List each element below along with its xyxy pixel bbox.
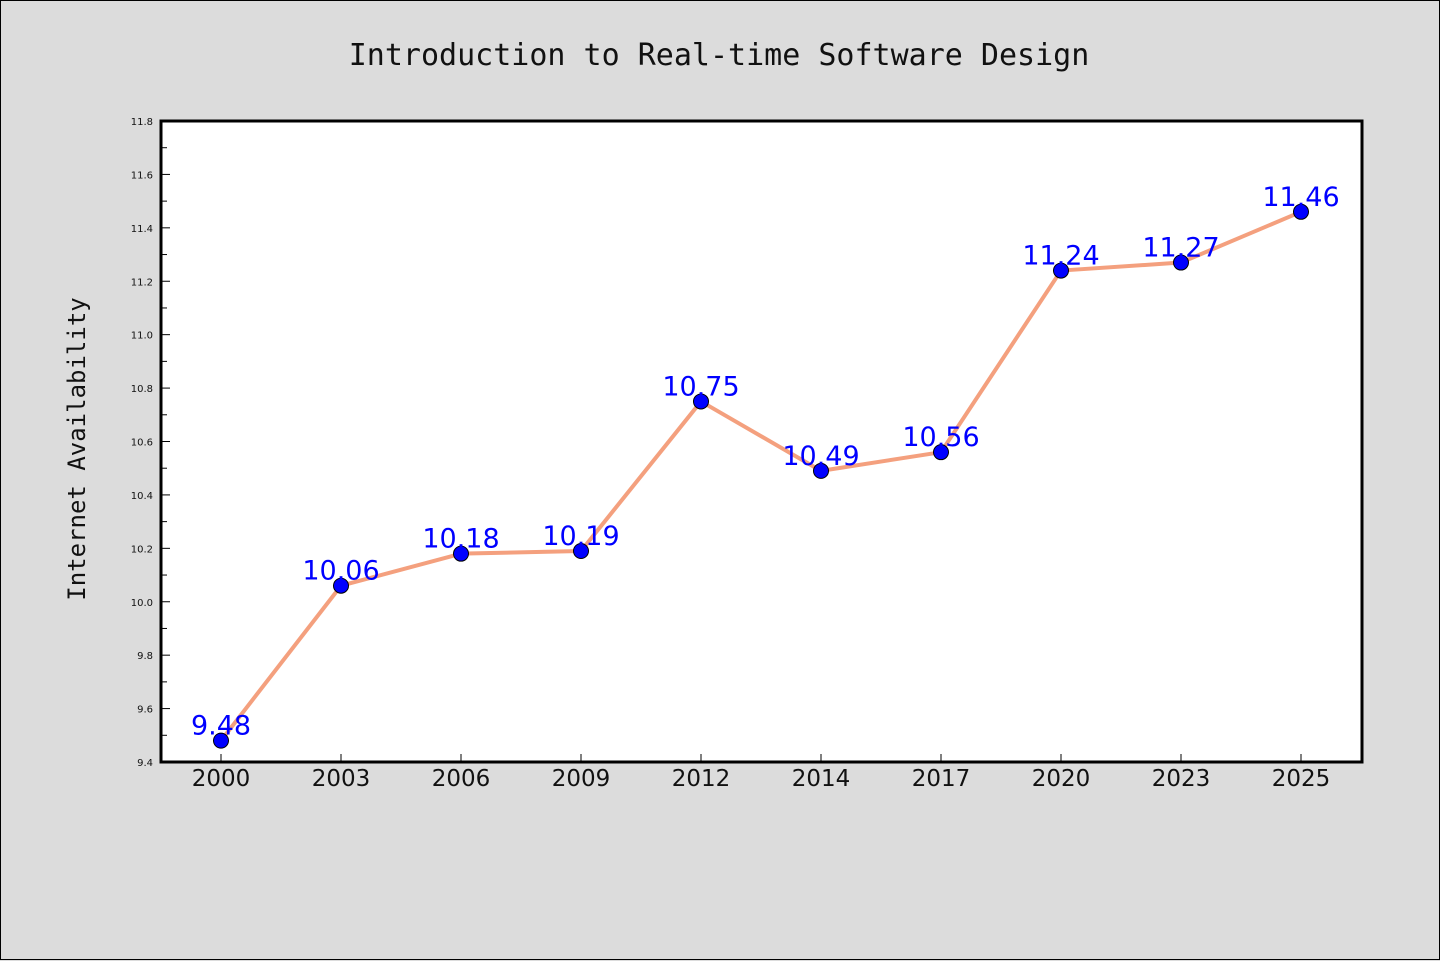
y-tick-label: 10.0 [131,598,153,609]
data-label: 11.27 [1142,233,1219,264]
x-tick-label: 2023 [1152,766,1211,792]
data-point [453,545,469,562]
x-tick-label: 2006 [432,766,491,792]
y-tick-label: 9.8 [137,651,153,662]
plot-area [159,119,1364,764]
x-tick-label: 2003 [312,766,371,792]
y-tick-label: 10.6 [131,438,153,449]
x-tick-label: 2012 [672,766,731,792]
data-label: 10.49 [782,441,859,472]
y-tick-label: 11.4 [131,224,153,235]
data-label: 9.48 [191,711,251,742]
data-point [213,732,229,749]
y-tick-label: 11.6 [131,170,153,181]
y-tick-label: 10.8 [131,384,153,395]
data-label: 10.06 [302,556,379,587]
data-point [333,577,349,594]
data-label: 10.18 [422,524,499,555]
y-axis-label: Internet Availability [63,297,91,600]
x-tick-label: 2000 [192,766,251,792]
data-label: 11.24 [1022,241,1099,272]
data-point [1173,254,1189,271]
data-point [813,462,829,479]
x-tick-label: 2020 [1032,766,1091,792]
y-tick-label: 9.4 [137,758,153,769]
data-label: 11.46 [1262,182,1339,213]
x-tick-label: 2009 [552,766,611,792]
x-axis: 2000 2003 2006 2009 2012 2014 2017 2020 2023 2025 [192,754,1331,792]
y-tick-label: 10.4 [131,491,153,502]
data-label: 10.19 [542,521,619,552]
data-point [573,543,589,560]
data-point [1053,262,1069,279]
chart-title: Introduction to Real-time Software Desig… [349,38,1090,73]
series-group: 9.48 10.06 10.18 10.19 10.75 10.49 10.56 11.24 1… [191,182,1340,749]
data-label: 10.75 [662,371,739,402]
y-tick-label: 11.2 [131,277,153,288]
data-point [933,444,949,461]
y-tick-label: 11.8 [131,117,153,128]
series-line [219,209,1302,742]
x-tick-label: 2014 [792,766,851,792]
y-axis: 9.4 9.6 9.8 10.0 10.2 10.4 10.6 10.8 11.0 11.2 11.… [131,117,170,769]
x-tick-label: 2025 [1272,766,1331,792]
x-tick-label: 2017 [912,766,971,792]
y-tick-label: 10.2 [131,544,153,555]
data-label: 10.56 [902,422,979,453]
y-tick-label: 9.6 [137,705,153,716]
y-tick-label: 11.0 [131,331,153,342]
data-point [1293,203,1309,220]
data-point [693,393,709,410]
